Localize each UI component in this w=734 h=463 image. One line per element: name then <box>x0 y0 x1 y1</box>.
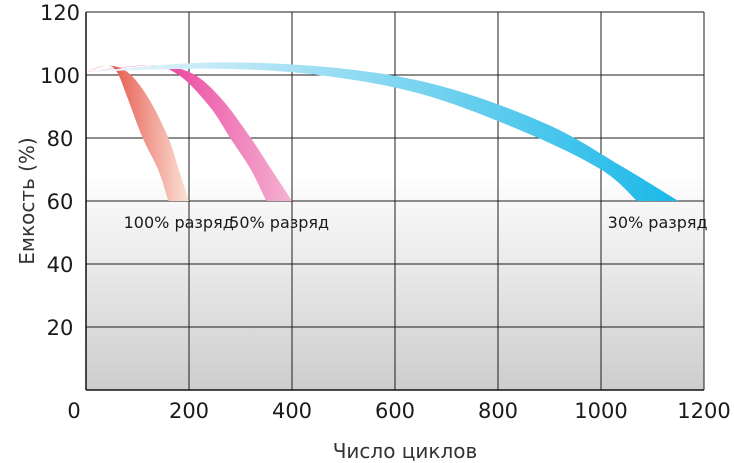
x-tick-label: 1200 <box>677 399 730 423</box>
series-band <box>86 62 679 201</box>
y-axis-title: Емкость (%) <box>15 137 39 264</box>
y-tick-label: 40 <box>47 253 74 277</box>
x-axis-ticks: 0 200 400 600 800 1000 1200 <box>67 399 730 423</box>
y-tick-label: 80 <box>47 127 74 151</box>
x-tick-label: 200 <box>169 399 209 423</box>
x-tick-label: 400 <box>272 399 312 423</box>
x-tick-label: 0 <box>67 399 80 423</box>
x-axis-title: Число циклов <box>333 439 478 463</box>
axes <box>85 12 704 391</box>
series-label: 50% разряд <box>229 213 329 232</box>
y-tick-label: 20 <box>47 316 74 340</box>
y-tick-label: 100 <box>40 64 80 88</box>
x-tick-label: 600 <box>375 399 415 423</box>
series-layer <box>86 62 679 201</box>
x-tick-label: 1000 <box>574 399 627 423</box>
y-tick-label: 120 <box>40 1 80 25</box>
x-tick-label: 800 <box>478 399 518 423</box>
series-band <box>86 65 189 201</box>
series-label: 100% разряд <box>124 213 234 232</box>
series-label: 30% разряд <box>608 213 708 232</box>
y-axis-ticks: 20 40 60 80 100 120 <box>40 1 80 340</box>
y-tick-label: 60 <box>47 190 74 214</box>
series-band <box>86 65 292 201</box>
